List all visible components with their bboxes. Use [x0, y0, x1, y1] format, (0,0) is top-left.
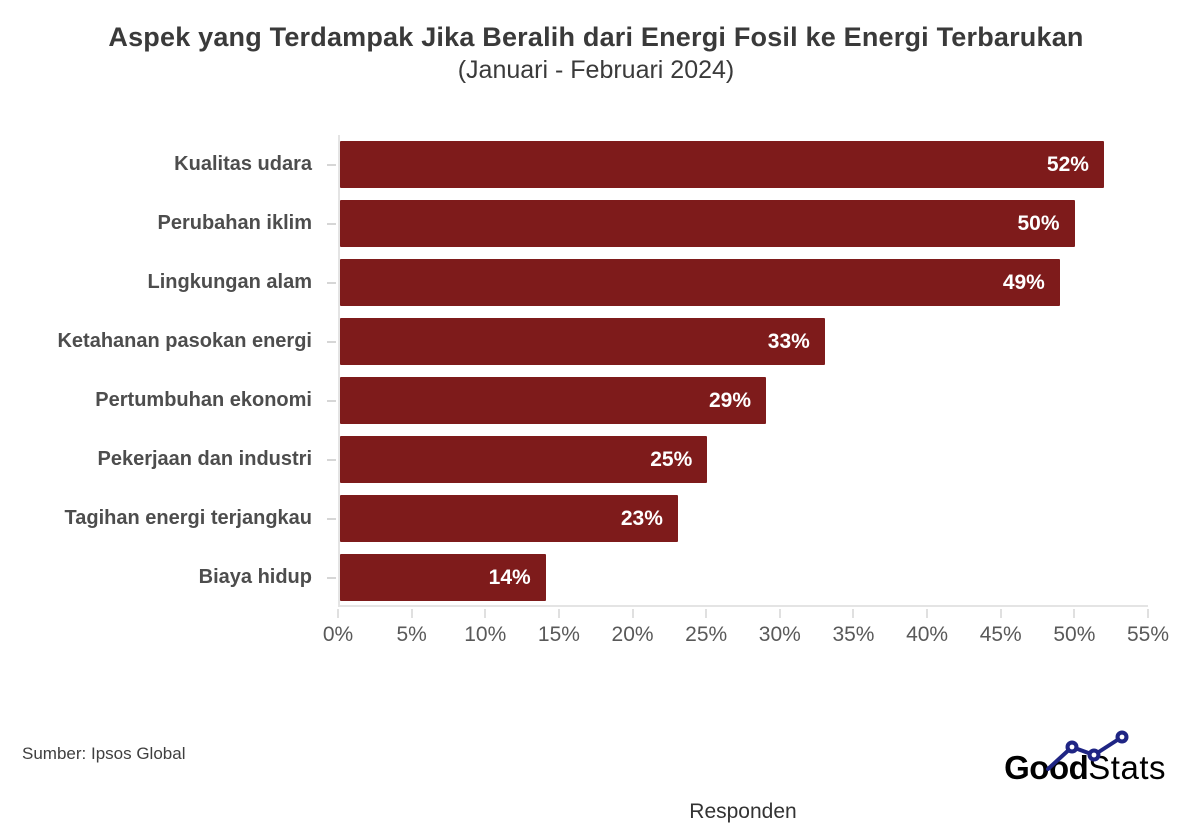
category-tick-mark [327, 576, 336, 579]
x-tick-mark [484, 609, 487, 618]
x-tick-mark [705, 609, 708, 618]
x-tick-mark [999, 609, 1002, 618]
x-tick-mark [631, 609, 634, 618]
plot-area: 52% 50% 49% 33% 29% 25% 23% 14% [338, 135, 1148, 607]
bar: 25% [340, 436, 708, 483]
category-label: Pertumbuhan ekonomi [95, 389, 312, 411]
x-tick-mark [1073, 609, 1076, 618]
category-tick-mark [327, 222, 336, 225]
x-tick-mark [778, 609, 781, 618]
bar-value-label: 14% [488, 565, 531, 589]
bar-value-label: 50% [1017, 211, 1060, 235]
bar-row: 29% [340, 371, 1148, 430]
page-title: Aspek yang Terdampak Jika Beralih dari E… [108, 22, 1084, 52]
category-label: Biaya hidup [198, 566, 312, 588]
bar: 52% [340, 141, 1104, 188]
bar-row: 33% [340, 312, 1148, 371]
category-label: Tagihan energi terjangkau [64, 507, 312, 529]
bar-row: 14% [340, 548, 1148, 607]
x-tick-label: 55% [1126, 623, 1170, 646]
bar-row: 52% [340, 135, 1148, 194]
bar: 29% [340, 377, 767, 424]
category-axis: Kualitas udara Perubahan iklim Lingkungan … [0, 135, 336, 607]
bar-value-label: 23% [620, 506, 663, 530]
category-tick-mark [327, 399, 336, 402]
bar-value-label: 25% [650, 447, 693, 471]
category-tick-mark [327, 458, 336, 461]
page-subtitle: (Januari - Februari 2024) [457, 56, 735, 84]
category-tick-mark [327, 163, 336, 166]
x-tick-mark [1147, 609, 1149, 618]
category-tick-mark [327, 517, 336, 520]
trend-line-icon [1046, 730, 1129, 771]
bar: 50% [340, 200, 1075, 247]
bar: 33% [340, 318, 825, 365]
category-tick-mark [327, 340, 336, 343]
x-tick-label: 35% [832, 623, 875, 646]
category-tick-mark [327, 281, 336, 284]
bar: 14% [340, 554, 546, 601]
x-tick-label: 10% [464, 623, 507, 646]
x-tick-label: 20% [611, 623, 654, 646]
x-axis: 0% 5% 10% 15% 20% 25% 30% 35% 40% 45% 50% 55% [323, 609, 1169, 659]
bar-row: 23% [340, 489, 1148, 548]
bar-row: 25% [340, 430, 1148, 489]
x-tick-label: 50% [1053, 623, 1096, 646]
x-axis-label: Responden [689, 800, 797, 823]
bar-value-label: 52% [1046, 152, 1089, 176]
bar-value-label: 49% [1002, 270, 1045, 294]
category-label: Pekerjaan dan industri [97, 448, 312, 470]
bar-row: 49% [340, 253, 1148, 312]
chart: Kualitas udara Perubahan iklim Lingkungan … [0, 135, 1192, 823]
x-tick-mark [557, 609, 560, 618]
title-block: Aspek yang Terdampak Jika Beralih dari E… [0, 22, 1192, 85]
category-label: Ketahanan pasokan energi [57, 330, 312, 352]
x-tick-label: 25% [685, 623, 728, 646]
category-label: Lingkungan alam [147, 271, 312, 293]
bar-row: 50% [340, 194, 1148, 253]
x-tick-mark [926, 609, 929, 618]
bar-value-label: 29% [709, 388, 752, 412]
x-tick-label: 45% [979, 623, 1022, 646]
logo-stats-text: Stats [1088, 749, 1166, 786]
source-text: Sumber: Ipsos Global [22, 744, 186, 763]
category-label: Perubahan iklim [157, 212, 313, 234]
bar: 49% [340, 259, 1060, 306]
x-tick-label: 0% [322, 623, 354, 646]
bar-value-label: 33% [767, 329, 810, 353]
x-tick-label: 5% [396, 623, 427, 646]
bar: 23% [340, 495, 678, 542]
x-tick-label: 30% [758, 623, 801, 646]
logo-good-text: Good [1004, 749, 1089, 786]
x-tick-mark [410, 609, 413, 618]
x-tick-mark [852, 609, 855, 618]
goodstats-logo: GoodStats [1004, 730, 1166, 784]
x-tick-label: 40% [906, 623, 949, 646]
x-tick-label: 15% [537, 623, 580, 646]
x-tick-mark [337, 609, 339, 618]
category-label: Kualitas udara [174, 153, 312, 175]
logo-text: GoodStats [1004, 751, 1166, 784]
